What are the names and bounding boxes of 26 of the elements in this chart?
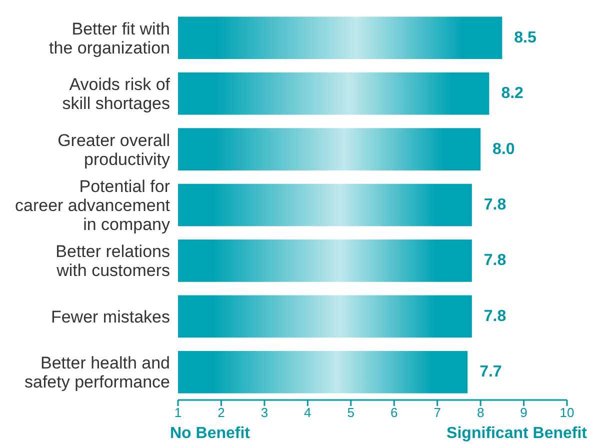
y-tick-label: Better fit with the organization [49, 18, 170, 57]
data-label: 8.5 [514, 29, 537, 46]
x-tick-label: 3 [260, 405, 268, 420]
y-tick-label: Avoids risk of skill shortages [62, 74, 170, 113]
x-tick-label: 7 [434, 405, 441, 420]
y-tick-label: Fewer mistakes [50, 306, 170, 326]
data-label: 8.2 [501, 85, 524, 102]
data-label: 7.8 [484, 308, 506, 325]
x-tick-label: 10 [560, 405, 574, 420]
x-tick-label: 4 [304, 405, 312, 420]
y-tick-label: Potential for career advancement in company [15, 176, 170, 234]
x-tick-label: 5 [347, 405, 355, 420]
x-tick-label: 1 [174, 405, 182, 420]
data-label: 7.7 [480, 364, 502, 381]
y-tick-label: Better health and safety performance [24, 353, 170, 392]
x-tick-label: 6 [390, 405, 398, 420]
x-tick-label: 2 [218, 405, 225, 420]
text: No Benefit [170, 425, 251, 442]
x-tick-label: 8 [476, 405, 484, 420]
y-tick-label: Greater overall productivity [58, 130, 170, 168]
x-tick-label: 9 [520, 405, 528, 420]
data-label: 7.8 [484, 252, 506, 270]
text: Significant Benefit [446, 425, 588, 442]
data-label: 8.0 [492, 140, 515, 158]
y-tick-label: Better relations with customers [56, 242, 170, 280]
data-label: 7.8 [484, 196, 506, 214]
